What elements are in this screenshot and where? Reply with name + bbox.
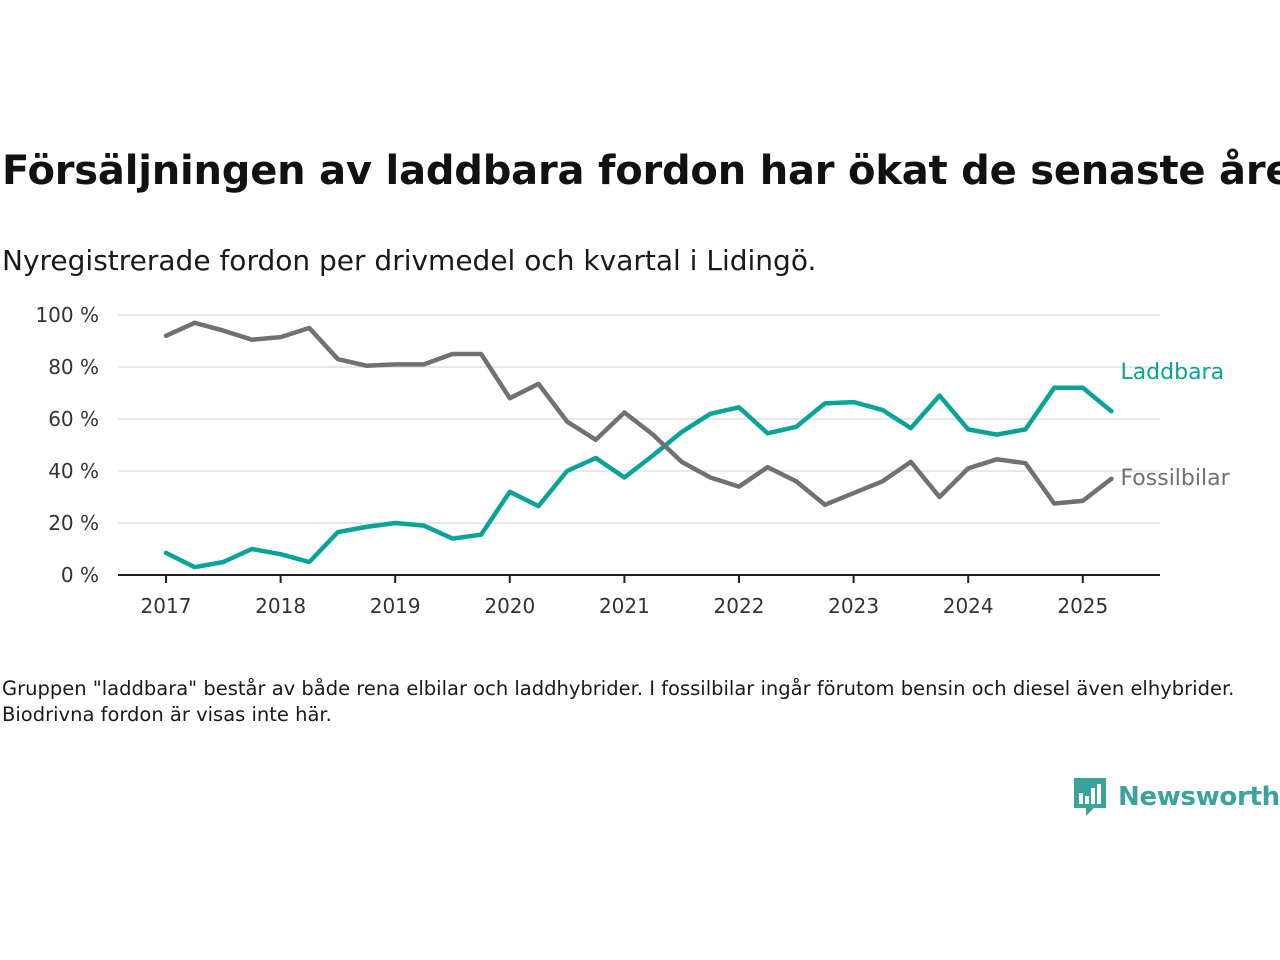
line-chart: 0 % 20 % 40 % 60 % 80 % 100 % 2017 2018 2019 2020… bbox=[35, 303, 1230, 618]
x-tick-label: 2021 bbox=[599, 594, 650, 618]
chart-title: Försäljningen av laddbara fordon har öka… bbox=[2, 148, 1280, 194]
series-line-laddbara bbox=[163, 385, 1114, 570]
y-tick-label: 100 % bbox=[35, 303, 99, 327]
series-label-fossilbilar: Fossilbilar bbox=[1120, 466, 1230, 491]
y-tick-label: 40 % bbox=[48, 459, 99, 483]
series-line-fossilbilar bbox=[163, 320, 1114, 508]
newsworthy-logo: Newsworthy bbox=[1072, 776, 1280, 818]
y-tick-label: 20 % bbox=[48, 511, 99, 535]
y-tick-label: 60 % bbox=[48, 407, 99, 431]
newsworthy-logo-text: Newsworthy bbox=[1118, 782, 1280, 812]
x-tick-label: 2019 bbox=[370, 594, 421, 618]
x-tick-label: 2023 bbox=[828, 594, 879, 618]
x-tick-label: 2020 bbox=[484, 594, 535, 618]
chart-subtitle: Nyregistrerade fordon per drivmedel och … bbox=[2, 244, 817, 277]
y-tick-label: 80 % bbox=[48, 355, 99, 379]
y-tick-label: 0 % bbox=[61, 563, 99, 587]
chart-footnote: Gruppen "laddbara" består av både rena e… bbox=[2, 677, 1235, 726]
newsworthy-logo-icon bbox=[1074, 778, 1106, 816]
x-tick-label: 2018 bbox=[255, 594, 306, 618]
x-tick-label: 2024 bbox=[943, 594, 994, 618]
x-tick-label: 2022 bbox=[714, 594, 765, 618]
series-label-laddbara: Laddbara bbox=[1120, 360, 1224, 385]
x-tick-label: 2025 bbox=[1057, 594, 1108, 618]
x-tick-label: 2017 bbox=[141, 594, 192, 618]
